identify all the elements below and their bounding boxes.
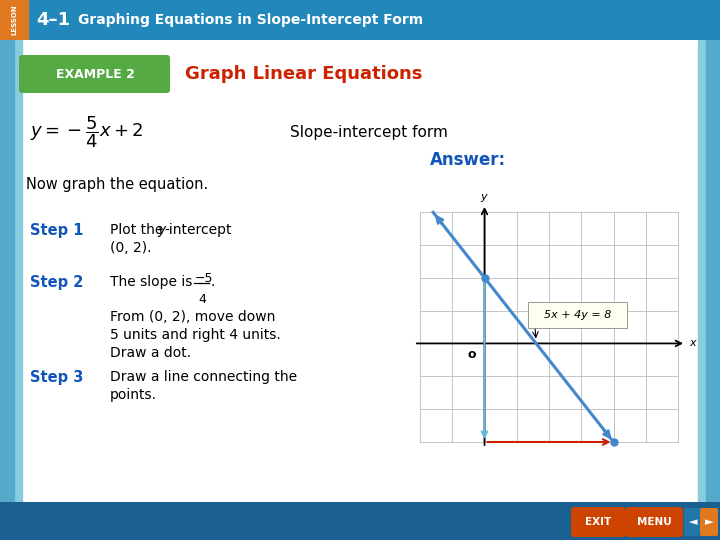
Text: y: y: [157, 223, 166, 237]
Text: -intercept: -intercept: [164, 223, 232, 237]
FancyBboxPatch shape: [19, 55, 170, 93]
Bar: [706, 40, 720, 502]
Text: MENU: MENU: [636, 517, 671, 527]
FancyBboxPatch shape: [625, 507, 683, 537]
Text: ►: ►: [705, 517, 714, 527]
FancyBboxPatch shape: [684, 508, 702, 536]
FancyBboxPatch shape: [571, 507, 625, 537]
Text: Draw a dot.: Draw a dot.: [110, 346, 191, 360]
Text: −5: −5: [195, 272, 214, 285]
Bar: [0, 0, 28, 40]
Text: Plot the: Plot the: [110, 223, 168, 237]
Text: .: .: [211, 275, 215, 289]
Text: 4: 4: [198, 293, 206, 306]
Text: 4–1: 4–1: [36, 11, 70, 29]
Bar: [0, 40, 22, 502]
Text: Graph Linear Equations: Graph Linear Equations: [185, 65, 423, 83]
Text: ◄: ◄: [689, 517, 697, 527]
Text: (0, 2).: (0, 2).: [110, 241, 151, 255]
Text: Step 1: Step 1: [30, 223, 84, 238]
Text: o: o: [467, 348, 475, 361]
Text: LESSON: LESSON: [11, 5, 17, 35]
FancyBboxPatch shape: [700, 508, 718, 536]
Text: x: x: [689, 339, 696, 348]
Text: Slope-intercept form: Slope-intercept form: [290, 125, 448, 139]
Text: Step 3: Step 3: [30, 370, 84, 385]
Bar: [0, 40, 14, 502]
Text: EXAMPLE 2: EXAMPLE 2: [55, 68, 135, 80]
Text: Now graph the equation.: Now graph the equation.: [26, 178, 208, 192]
Text: Graphing Equations in Slope-Intercept Form: Graphing Equations in Slope-Intercept Fo…: [78, 13, 423, 27]
Text: Step 2: Step 2: [30, 275, 84, 290]
Text: The slope is: The slope is: [110, 275, 192, 289]
Text: 5x + 4y = 8: 5x + 4y = 8: [544, 310, 611, 320]
FancyBboxPatch shape: [528, 302, 627, 328]
Text: Answer:: Answer:: [430, 151, 506, 169]
Text: EXIT: EXIT: [585, 517, 611, 527]
Bar: [420, 212, 678, 442]
Text: points.: points.: [110, 388, 157, 402]
Text: $y = -\dfrac{5}{4}x + 2$: $y = -\dfrac{5}{4}x + 2$: [30, 114, 143, 150]
Text: 5 units and right 4 units.: 5 units and right 4 units.: [110, 328, 281, 342]
Bar: [698, 40, 720, 502]
Text: Draw a line connecting the: Draw a line connecting the: [110, 370, 297, 384]
Text: From (0, 2), move down: From (0, 2), move down: [110, 310, 275, 324]
Text: y: y: [480, 192, 487, 202]
